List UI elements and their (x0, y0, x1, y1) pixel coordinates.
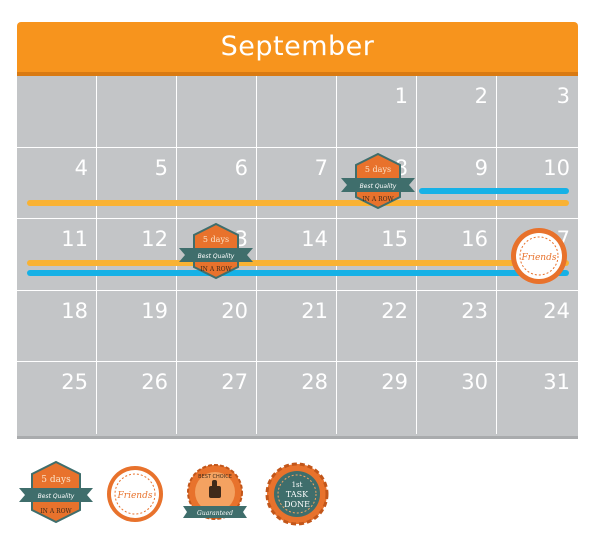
day-cell[interactable]: 25 (17, 362, 97, 434)
day-cell[interactable]: 21 (257, 290, 337, 363)
day-cell[interactable]: 5 (97, 147, 177, 220)
header-shadow (17, 72, 578, 76)
day-number: 1 (394, 84, 408, 108)
day-number: 31 (543, 370, 570, 395)
day-cell[interactable]: 18 (17, 290, 97, 363)
day-cell[interactable]: 9 (417, 147, 497, 220)
day-cell[interactable]: 10 (497, 148, 578, 220)
day-number: 18 (61, 298, 88, 323)
five-days-line2: Best Quality (38, 493, 75, 500)
day-cell[interactable]: 15 (337, 219, 417, 291)
streak-bar-week3-blue (27, 270, 569, 276)
month-title: September (220, 31, 375, 62)
task-done-badge-icon[interactable]: 1st TASK DONE (265, 462, 329, 526)
day-cell[interactable]: 3 (497, 76, 578, 148)
day-cell[interactable]: 12 (97, 219, 177, 291)
friends-label: Friends (117, 491, 153, 501)
day-number: 23 (461, 298, 488, 323)
day-cell[interactable]: 23 (417, 290, 497, 363)
friends-badge-icon[interactable]: Friends (509, 226, 569, 286)
task-done-line2: TASK (286, 490, 309, 499)
day-cell[interactable]: 31 (497, 362, 578, 434)
day-cell[interactable]: 4 (17, 147, 97, 220)
day-cell[interactable]: 27 (177, 362, 257, 434)
day-cell[interactable]: 20 (177, 290, 257, 363)
day-cell[interactable] (17, 76, 97, 148)
task-done-line1: 1st (292, 481, 303, 489)
day-number: 19 (141, 298, 168, 323)
day-number: 4 (74, 155, 88, 180)
day-number: 25 (61, 370, 88, 395)
day-number: 12 (141, 227, 168, 252)
day-number: 14 (301, 227, 328, 252)
five-days-line3: IN A ROW (362, 196, 394, 203)
streak-bar-week2-blue (419, 188, 569, 194)
five-days-line1: 5 days (203, 235, 229, 244)
day-number: 2 (474, 84, 488, 108)
day-number: 21 (301, 298, 328, 323)
friends-label: Friends (521, 253, 557, 263)
best-choice-line1: BEST CHOICE (198, 474, 232, 480)
day-cell[interactable] (97, 76, 177, 148)
day-number: 28 (301, 370, 328, 395)
day-number: 30 (461, 370, 488, 395)
day-number: 26 (141, 370, 168, 395)
day-number: 16 (461, 227, 488, 252)
day-cell[interactable]: 30 (417, 362, 497, 434)
month-header: September (17, 22, 578, 74)
day-number: 20 (221, 298, 248, 323)
day-cell[interactable] (177, 76, 257, 148)
streak-bar-week2 (27, 200, 569, 206)
day-number: 22 (381, 298, 408, 323)
day-cell[interactable]: 28 (257, 362, 337, 434)
day-number: 3 (556, 84, 570, 108)
five-days-badge-icon[interactable]: 5 days Best Quality IN A ROW (339, 152, 417, 210)
day-number: 15 (381, 227, 408, 252)
day-cell[interactable]: 1 (337, 76, 417, 148)
day-number: 5 (154, 155, 168, 180)
five-days-line2: Best Quality (198, 253, 235, 260)
day-cell[interactable] (257, 76, 337, 148)
day-cell[interactable]: 6 (177, 147, 257, 220)
streak-bar-week3 (27, 260, 569, 266)
five-days-line3: IN A ROW (200, 266, 232, 273)
day-cell[interactable]: 29 (337, 362, 417, 434)
calendar-grid: 1234567891011121314151617181920212223242… (17, 76, 578, 439)
day-number: 27 (221, 370, 248, 395)
five-days-line3: IN A ROW (40, 508, 72, 515)
friends-badge-icon[interactable]: Friends (105, 464, 165, 524)
five-days-badge-icon[interactable]: 5 days Best Quality IN A ROW (177, 222, 255, 280)
five-days-badge-icon[interactable]: 5 days Best Quality IN A ROW (17, 460, 95, 524)
day-number: 11 (61, 227, 88, 252)
five-days-line1: 5 days (41, 475, 71, 485)
day-number: 10 (543, 155, 570, 180)
badge-collection: 5 days Best Quality IN A ROW Friends BES… (17, 460, 337, 530)
task-done-line3: DONE (284, 500, 310, 509)
day-cell[interactable]: 19 (97, 290, 177, 363)
day-number: 24 (543, 298, 570, 323)
best-choice-line2: Guaranteed (197, 510, 233, 517)
day-number: 9 (474, 155, 488, 180)
day-cell[interactable]: 24 (497, 291, 578, 363)
day-cell[interactable]: 7 (257, 147, 337, 220)
day-number: 29 (381, 370, 408, 395)
day-cell[interactable]: 16 (417, 219, 497, 291)
day-number: 7 (314, 155, 328, 180)
day-cell[interactable]: 14 (257, 219, 337, 291)
day-number: 6 (234, 155, 248, 180)
day-cell[interactable]: 11 (17, 219, 97, 291)
day-cell[interactable]: 26 (97, 362, 177, 434)
five-days-line1: 5 days (365, 165, 391, 174)
day-cell[interactable]: 2 (417, 76, 497, 148)
thumbs-up-badge-icon[interactable]: BEST CHOICE Guaranteed (179, 462, 251, 526)
day-cell[interactable]: 22 (337, 290, 417, 363)
five-days-line2: Best Quality (360, 183, 397, 190)
calendar: September 123456789101112131415161718192… (17, 22, 578, 439)
